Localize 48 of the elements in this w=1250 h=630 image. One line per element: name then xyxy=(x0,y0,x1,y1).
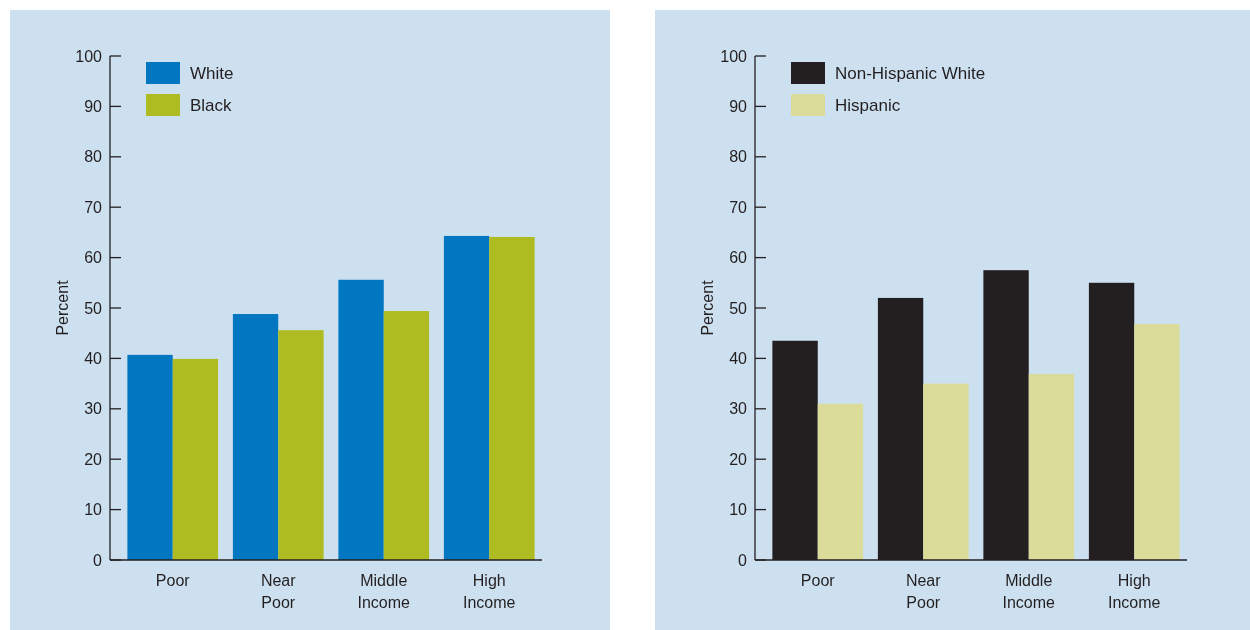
y-tick-label: 0 xyxy=(93,551,103,569)
x-tick-label: Near Poor xyxy=(905,572,942,611)
legend-label: Hispanic xyxy=(835,95,901,115)
bar xyxy=(1134,324,1180,560)
y-tick-label: 60 xyxy=(729,249,748,267)
bar xyxy=(443,235,490,560)
y-tick-label: 100 xyxy=(75,47,103,65)
y-axis-title: Percent xyxy=(699,279,716,336)
legend-label: Non-Hispanic White xyxy=(835,63,986,83)
y-tick-label: 50 xyxy=(84,299,103,317)
y-tick-label: 20 xyxy=(84,450,103,468)
y-tick-label: 90 xyxy=(84,98,103,115)
bar xyxy=(278,330,324,560)
x-tick-label: Near Poor xyxy=(260,572,297,611)
bar xyxy=(817,403,864,560)
y-axis-title: Percent xyxy=(54,279,71,336)
y-tick-label: 30 xyxy=(729,400,748,418)
bar xyxy=(489,236,535,560)
x-tick-label: High Income xyxy=(463,572,516,611)
bar xyxy=(172,358,219,560)
y-tick-label: 60 xyxy=(84,249,103,267)
y-tick-label: 70 xyxy=(729,198,748,216)
bar xyxy=(1028,374,1075,560)
y-tick-label: 10 xyxy=(84,501,103,519)
y-tick-label: 50 xyxy=(729,299,748,317)
y-tick-label: 80 xyxy=(729,148,748,166)
y-tick-label: 80 xyxy=(84,148,103,166)
bar xyxy=(232,314,279,560)
y-tick-label: 40 xyxy=(84,350,103,367)
x-tick-label: Middle Income xyxy=(357,572,411,611)
bar xyxy=(338,279,384,560)
y-tick-label: 10 xyxy=(729,501,748,519)
x-tick-label: Middle Income xyxy=(1002,572,1056,611)
bar xyxy=(923,383,969,560)
y-tick-label: 40 xyxy=(729,350,748,367)
x-tick-label: Poor xyxy=(800,572,836,589)
y-tick-label: 20 xyxy=(729,450,748,468)
y-tick-label: 90 xyxy=(729,98,748,115)
y-tick-label: 0 xyxy=(738,551,748,569)
x-tick-label: Poor xyxy=(155,572,191,589)
y-tick-label: 30 xyxy=(84,400,103,418)
y-tick-label: 100 xyxy=(720,47,748,65)
legend-label: White xyxy=(190,63,234,83)
bar xyxy=(383,311,430,560)
x-tick-label: High Income xyxy=(1108,572,1161,611)
y-tick-label: 70 xyxy=(84,198,103,216)
legend-label: Black xyxy=(190,95,233,115)
bar xyxy=(127,354,173,560)
